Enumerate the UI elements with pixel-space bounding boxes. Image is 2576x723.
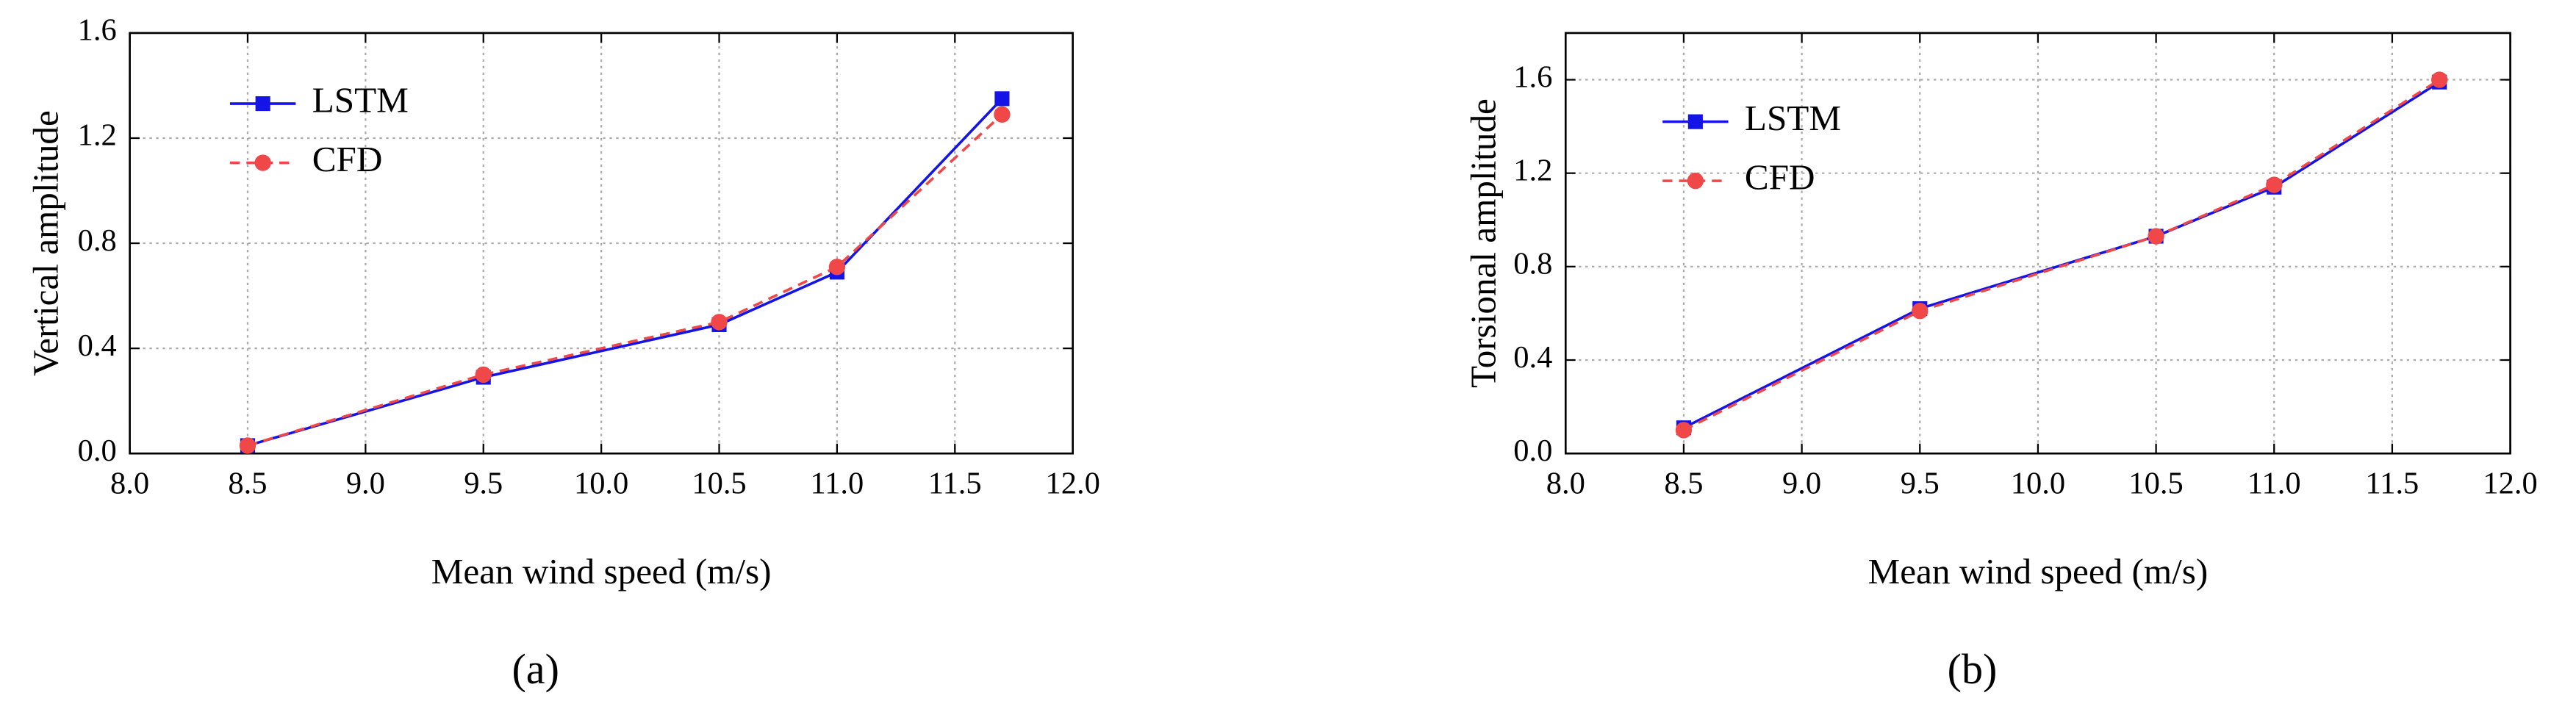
y-tick-label: 0.8 bbox=[1513, 247, 1552, 281]
x-tick-label: 10.5 bbox=[692, 467, 746, 501]
y-tick-label: 1.2 bbox=[1513, 153, 1552, 187]
data-point bbox=[1912, 303, 1929, 320]
y-tick-label: 0.0 bbox=[78, 434, 117, 468]
x-tick-label: 8.5 bbox=[228, 467, 267, 501]
legend-marker bbox=[1687, 172, 1704, 190]
y-tick-label: 0.0 bbox=[1513, 434, 1552, 468]
data-point bbox=[994, 106, 1011, 123]
x-tick-label: 10.0 bbox=[574, 467, 628, 501]
legend-label: CFD bbox=[1745, 157, 1815, 197]
chart: 8.0 8.5 9.0 9.5 10.0 10.5 11.0 11.5 12.0 0.0 0.4 0.… bbox=[1463, 32, 2538, 693]
data-point bbox=[828, 259, 846, 276]
x-axis-label: Mean wind speed (m/s) bbox=[1868, 551, 2209, 591]
x-tick-label: 9.5 bbox=[464, 467, 503, 501]
data-point bbox=[475, 366, 492, 384]
x-tick-label: 11.5 bbox=[2366, 467, 2419, 501]
data-point bbox=[711, 314, 728, 331]
y-tick-label: 0.4 bbox=[78, 328, 117, 363]
y-tick-label: 1.6 bbox=[78, 13, 117, 48]
data-point bbox=[994, 91, 1010, 107]
data-point bbox=[2148, 228, 2164, 245]
legend-marker bbox=[255, 96, 270, 112]
x-tick-label: 10.5 bbox=[2128, 467, 2183, 501]
y-axis-label: Torsional amplitude bbox=[1463, 98, 1503, 388]
y-tick-label: 1.6 bbox=[1513, 60, 1552, 94]
y-tick-label: 1.2 bbox=[78, 118, 117, 153]
x-tick-label: 11.5 bbox=[928, 467, 982, 501]
y-tick-label: 0.4 bbox=[1513, 340, 1552, 375]
data-point bbox=[2266, 176, 2283, 193]
series-line bbox=[247, 113, 1003, 447]
legend-marker bbox=[1687, 114, 1703, 129]
y-axis-label: Vertical amplitude bbox=[25, 110, 65, 376]
legend-label: LSTM bbox=[1745, 98, 1841, 138]
x-tick-label: 12.0 bbox=[2483, 467, 2537, 501]
y-tick-label: 0.8 bbox=[78, 223, 117, 258]
x-axis-label: Mean wind speed (m/s) bbox=[431, 551, 772, 591]
x-tick-label: 9.0 bbox=[346, 467, 385, 501]
plot-frame bbox=[129, 32, 1074, 455]
x-tick-label: 11.0 bbox=[2247, 467, 2301, 501]
legend-label: LSTM bbox=[312, 79, 409, 120]
x-tick-label: 9.0 bbox=[1782, 467, 1821, 501]
data-point bbox=[239, 437, 256, 454]
legend-marker bbox=[254, 154, 271, 171]
caption: (b) bbox=[1948, 645, 1998, 693]
data-point bbox=[1675, 422, 1693, 439]
x-tick-label: 11.0 bbox=[811, 467, 864, 501]
legend-label: CFD bbox=[312, 139, 383, 179]
x-tick-label: 10.0 bbox=[2011, 467, 2065, 501]
data-point bbox=[2431, 71, 2448, 88]
chart: 8.0 8.5 9.0 9.5 10.0 10.5 11.0 11.5 12.0 0.0 0.4 0.… bbox=[25, 13, 1099, 693]
x-tick-label: 8.0 bbox=[110, 467, 149, 501]
x-tick-label: 8.0 bbox=[1546, 467, 1585, 501]
x-tick-label: 8.5 bbox=[1664, 467, 1703, 501]
plot-frame bbox=[1564, 32, 2511, 455]
caption: (a) bbox=[512, 645, 559, 693]
x-tick-label: 9.5 bbox=[1901, 467, 1940, 501]
x-tick-label: 12.0 bbox=[1046, 467, 1100, 501]
